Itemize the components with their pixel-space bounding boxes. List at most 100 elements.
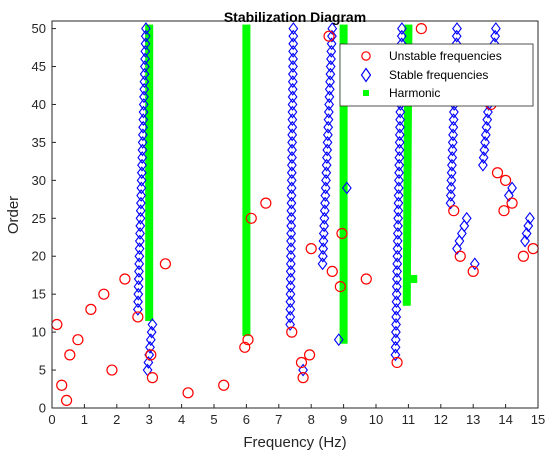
stable-point bbox=[448, 128, 458, 142]
stable-point bbox=[139, 82, 150, 96]
stable-point bbox=[391, 287, 402, 301]
stable-point bbox=[145, 340, 155, 354]
y-tick-label: 30 bbox=[32, 173, 46, 188]
harmonic-point bbox=[242, 275, 251, 283]
unstable-point bbox=[498, 205, 510, 217]
stable-point bbox=[137, 143, 148, 157]
stable-point bbox=[135, 219, 146, 233]
x-tick-label: 9 bbox=[340, 412, 347, 427]
harmonic-point bbox=[339, 328, 348, 337]
x-tick-label: 3 bbox=[146, 412, 153, 427]
harmonic-point bbox=[145, 183, 154, 192]
stable-point bbox=[326, 52, 336, 66]
harmonic-point bbox=[242, 199, 251, 208]
unstable-point bbox=[454, 250, 466, 262]
stable-point bbox=[390, 333, 401, 347]
stable-point bbox=[480, 128, 491, 142]
unstable-point bbox=[64, 349, 76, 361]
series-layer bbox=[51, 22, 539, 407]
stable-point bbox=[325, 67, 336, 81]
y-tick-label: 10 bbox=[32, 325, 46, 340]
harmonic-point bbox=[242, 183, 251, 192]
stable-point bbox=[137, 158, 147, 172]
harmonic-point bbox=[403, 146, 412, 154]
stable-point bbox=[392, 272, 402, 286]
stable-point bbox=[396, 29, 407, 43]
harmonic-point bbox=[339, 305, 348, 314]
x-tick-label: 2 bbox=[113, 412, 120, 427]
unstable-point bbox=[517, 250, 530, 262]
stable-point bbox=[392, 257, 403, 271]
stable-point bbox=[490, 29, 501, 43]
harmonic-point bbox=[339, 244, 348, 253]
harmonic-point bbox=[242, 138, 251, 147]
stable-point bbox=[286, 242, 296, 256]
harmonic-point bbox=[339, 138, 348, 147]
harmonic-point bbox=[339, 183, 348, 192]
stable-point bbox=[134, 265, 144, 278]
stable-point bbox=[394, 128, 405, 142]
x-axis-label: Frequency (Hz) bbox=[243, 434, 346, 451]
stable-point bbox=[138, 113, 149, 127]
harmonic-point bbox=[403, 244, 412, 253]
harmonic-point bbox=[403, 214, 412, 223]
stable-point bbox=[288, 22, 299, 35]
stable-point bbox=[287, 128, 298, 142]
stable-point bbox=[447, 136, 458, 149]
stable-point bbox=[287, 151, 297, 164]
stable-point bbox=[449, 105, 459, 119]
unstable-point bbox=[506, 197, 518, 209]
harmonic-point bbox=[242, 320, 251, 329]
stable-point bbox=[324, 90, 335, 104]
harmonic-point bbox=[339, 229, 348, 238]
stable-point bbox=[451, 29, 462, 43]
stable-point bbox=[133, 280, 144, 293]
harmonic-point bbox=[242, 297, 251, 306]
stable-point bbox=[287, 120, 298, 134]
unstable-point bbox=[286, 326, 298, 338]
stable-point bbox=[141, 22, 151, 35]
stable-point bbox=[391, 280, 402, 293]
harmonic-point bbox=[242, 47, 251, 56]
harmonic-point bbox=[145, 100, 154, 109]
harmonic-point bbox=[403, 153, 412, 162]
stable-point bbox=[286, 211, 297, 225]
stable-point bbox=[507, 181, 517, 195]
unstable-point bbox=[239, 341, 251, 353]
stable-point bbox=[523, 219, 534, 233]
harmonic-point bbox=[145, 297, 154, 306]
harmonic-point bbox=[242, 290, 251, 299]
stable-point bbox=[324, 98, 335, 111]
harmonic-point bbox=[145, 92, 154, 101]
harmonic-point bbox=[339, 252, 348, 261]
harmonic-point bbox=[339, 259, 348, 268]
stable-point bbox=[288, 52, 298, 66]
stable-point bbox=[322, 128, 333, 142]
harmonic-point bbox=[145, 229, 154, 238]
harmonic-point bbox=[145, 130, 154, 139]
harmonic-point bbox=[242, 32, 251, 41]
harmonic-point bbox=[402, 275, 411, 283]
unstable-point bbox=[448, 205, 460, 217]
stable-point bbox=[320, 189, 331, 202]
stable-point bbox=[140, 37, 151, 51]
x-tick-label: 1 bbox=[81, 412, 88, 427]
harmonic-point bbox=[402, 297, 411, 306]
harmonic-point bbox=[339, 206, 348, 215]
stable-point bbox=[318, 234, 329, 248]
stable-point bbox=[481, 120, 492, 134]
harmonic-point bbox=[339, 282, 348, 291]
stable-point bbox=[134, 257, 145, 271]
harmonic-point bbox=[242, 54, 251, 63]
stable-point bbox=[287, 98, 298, 111]
harmonic-point bbox=[242, 39, 251, 48]
stable-point bbox=[446, 166, 457, 180]
stable-point bbox=[322, 136, 333, 149]
harmonic-point bbox=[339, 176, 348, 185]
stable-point bbox=[138, 98, 149, 111]
harmonic-point bbox=[242, 305, 251, 314]
stable-point bbox=[318, 242, 329, 256]
harmonic-point bbox=[242, 252, 251, 261]
harmonic-point bbox=[242, 161, 251, 170]
harmonic-point bbox=[145, 259, 154, 268]
